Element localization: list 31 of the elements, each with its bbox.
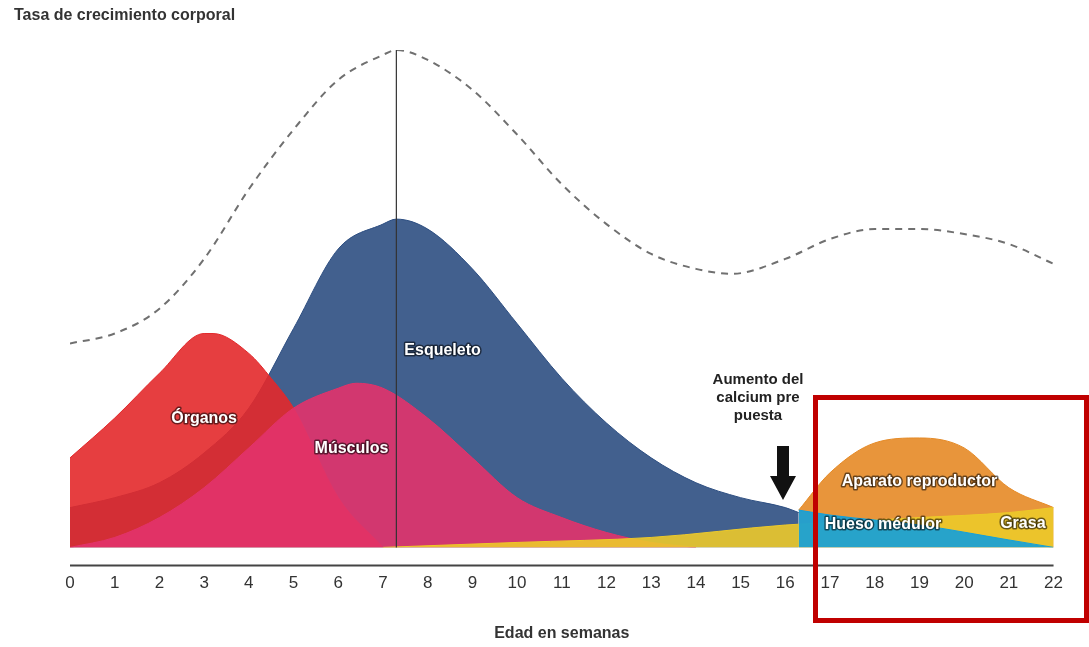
x-tick-label: 7 <box>378 573 388 593</box>
x-tick-label: 10 <box>507 573 527 593</box>
x-tick-label: 4 <box>244 573 254 593</box>
x-tick-label: 12 <box>597 573 616 593</box>
x-tick-label: 21 <box>999 573 1019 593</box>
series-label: Aparato reproductor <box>841 472 998 490</box>
x-tick-label: 20 <box>954 573 974 593</box>
series-label: Músculos <box>314 439 389 457</box>
x-tick-label: 13 <box>641 573 661 593</box>
x-tick-label: 15 <box>731 573 751 593</box>
x-tick-label: 14 <box>686 573 706 593</box>
x-tick-label: 22 <box>1044 573 1064 593</box>
x-tick-label: 11 <box>552 573 571 593</box>
x-tick-label: 5 <box>288 573 299 593</box>
x-tick-label: 8 <box>422 573 433 593</box>
series-label: Órganos <box>171 408 238 427</box>
x-tick-label: 3 <box>199 573 209 593</box>
x-tick-label: 17 <box>820 573 840 593</box>
x-tick-label: 0 <box>65 573 75 593</box>
annotation: Aumento del calcium pre puesta <box>711 370 805 424</box>
x-axis-title: Edad en semanas <box>494 623 630 641</box>
y-axis-title: Tasa de crecimiento corporal <box>14 6 236 24</box>
x-tick-label: 16 <box>775 573 795 593</box>
series-label: Grasa <box>1000 513 1046 531</box>
x-tick-label: 1 <box>109 573 120 593</box>
x-tick-label: 2 <box>154 573 165 593</box>
x-tick-label: 18 <box>865 573 885 593</box>
x-tick-label: 9 <box>467 573 478 593</box>
x-tick-label: 19 <box>909 573 929 593</box>
x-tick-label: 6 <box>333 573 343 593</box>
series-label: Esqueleto <box>404 340 482 358</box>
